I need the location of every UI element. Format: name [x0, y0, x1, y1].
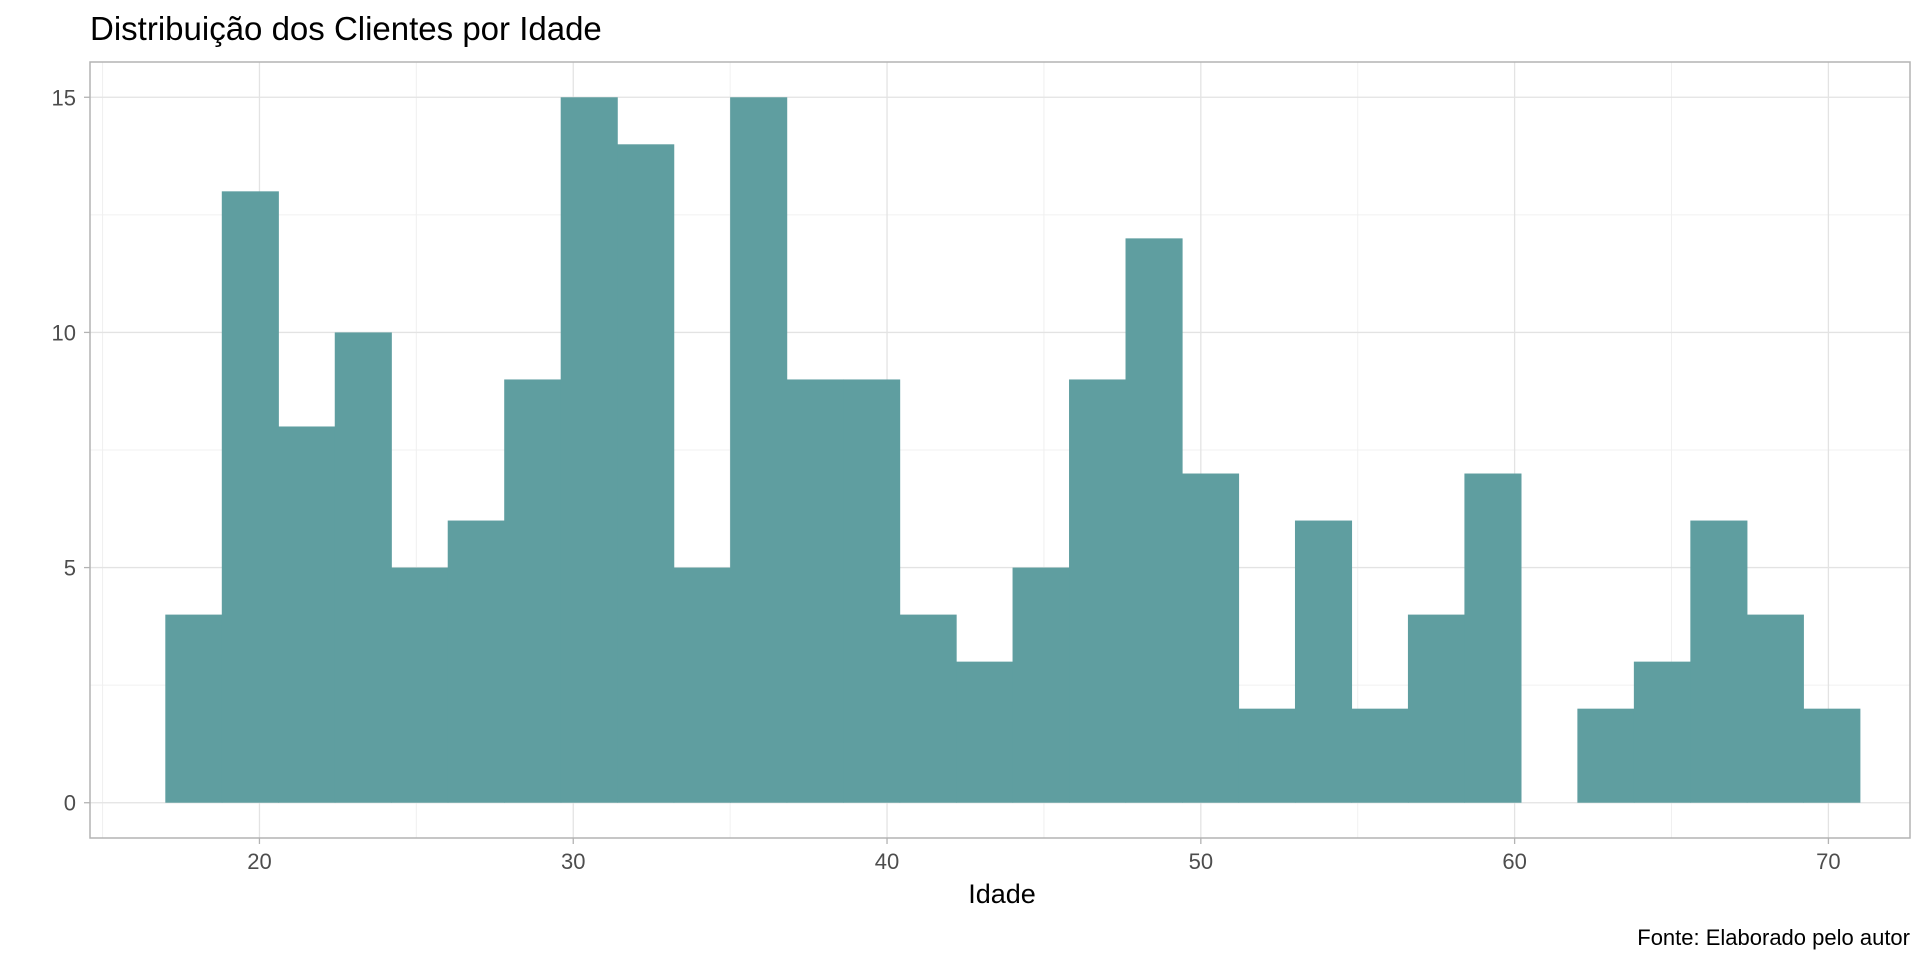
panel-border [89, 61, 1911, 839]
histogram-bar [1464, 473, 1522, 803]
histogram-bar [730, 97, 788, 803]
histogram-bar [786, 379, 844, 803]
histogram-bar [391, 567, 449, 803]
bars [165, 97, 1861, 803]
x-tick-label: 20 [247, 849, 271, 874]
histogram-bar [673, 567, 731, 803]
histogram-bar [843, 379, 901, 803]
histogram-bar [447, 520, 505, 803]
y-tick-label: 10 [52, 320, 76, 345]
histogram-bar [1746, 614, 1804, 803]
histogram-bar [1238, 708, 1296, 803]
histogram-bar [1182, 473, 1240, 803]
y-tick-label: 0 [64, 791, 76, 816]
histogram-bar [617, 144, 675, 803]
x-tick-label: 40 [875, 849, 899, 874]
x-tick-label: 70 [1816, 849, 1840, 874]
x-tick-label: 50 [1189, 849, 1213, 874]
histogram-bar [1294, 520, 1353, 803]
histogram-bar [1690, 520, 1748, 803]
histogram-bar [1351, 708, 1409, 803]
x-axis-label: Idade [968, 879, 1036, 909]
histogram-bar [1633, 661, 1691, 803]
histogram-bar [1577, 708, 1635, 803]
histogram-bar [899, 614, 957, 803]
histogram-bar [1407, 614, 1466, 803]
histogram-bar [504, 379, 562, 803]
histogram-bar [1803, 708, 1861, 803]
y-axis-ticks: 0 5 10 15 [52, 85, 90, 816]
histogram-bar [560, 97, 618, 803]
histogram-bar [221, 191, 279, 803]
histogram-bar [334, 332, 392, 803]
x-tick-label: 60 [1502, 849, 1526, 874]
histogram-bar [1012, 567, 1070, 803]
histogram-bar [956, 661, 1014, 803]
chart-title: Distribuição dos Clientes por Idade [90, 10, 602, 47]
x-axis-ticks: 20 30 40 50 60 70 [247, 838, 1841, 874]
y-tick-label: 5 [64, 556, 76, 581]
histogram-bar [1125, 238, 1183, 803]
histogram-bar [1069, 379, 1127, 803]
chart-caption: Fonte: Elaborado pelo autor [1637, 925, 1910, 950]
histogram-bar [278, 426, 336, 803]
x-tick-label: 30 [561, 849, 585, 874]
y-tick-label: 15 [52, 85, 76, 110]
histogram-bar [165, 614, 223, 803]
